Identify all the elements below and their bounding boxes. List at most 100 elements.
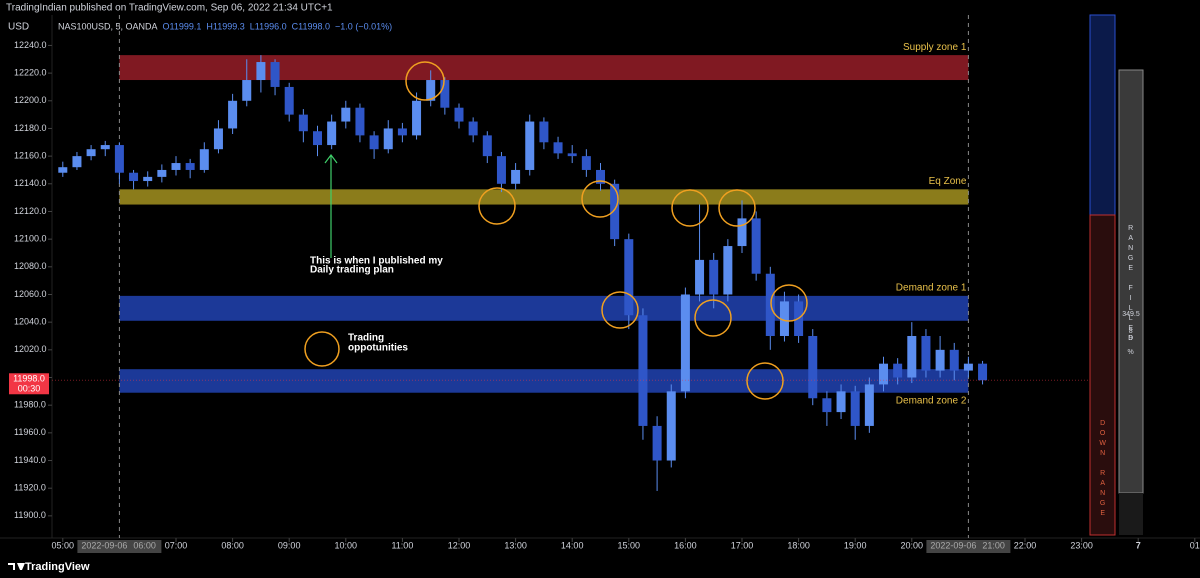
- candle-body: [256, 62, 266, 81]
- candle-body: [723, 246, 733, 295]
- candle-body: [581, 156, 591, 170]
- candle-body: [58, 167, 68, 173]
- x-tick-label: 22:00: [1014, 540, 1037, 550]
- candle-body: [454, 107, 464, 122]
- range-empty: [1119, 493, 1143, 535]
- candle-body: [879, 363, 888, 385]
- zone-label: Demand zone 2: [896, 395, 967, 406]
- candle-body: [864, 384, 874, 426]
- y-tick-label: 11960.0: [14, 427, 46, 437]
- y-tick-label: 12180.0: [14, 123, 47, 133]
- candle-body: [482, 135, 492, 157]
- y-tick-label: 12160.0: [14, 151, 47, 161]
- zone: [119, 369, 969, 393]
- candle-body: [383, 128, 393, 150]
- candle-body: [850, 391, 860, 426]
- y-tick-label: 11920.0: [14, 483, 46, 493]
- candle-body: [228, 100, 238, 129]
- candle-body: [963, 363, 973, 371]
- candle-body: [949, 349, 959, 371]
- arrow-head: [324, 154, 338, 164]
- date-marker: 2022-09-06: [81, 540, 127, 550]
- legend-low: L11996.0: [250, 21, 287, 31]
- circle: [718, 189, 756, 227]
- x-tick-label: 12:00: [448, 540, 471, 550]
- footer: [0, 556, 1200, 578]
- range-value: 349.5: [1122, 311, 1140, 318]
- circles: [304, 61, 808, 400]
- x-tick-label: 14:00: [561, 540, 584, 550]
- x-tick-label: 20:00: [901, 540, 924, 550]
- candle-body: [313, 131, 322, 146]
- y-tick-label: 12080.0: [14, 261, 47, 271]
- circle: [671, 189, 709, 227]
- y-tick-label: 12120.0: [14, 206, 47, 216]
- annotation: Daily trading plan: [310, 265, 394, 276]
- x-tick-label: 13:00: [504, 540, 527, 550]
- circle: [405, 61, 445, 101]
- candle-body: [893, 363, 903, 378]
- candle-body: [652, 425, 662, 461]
- logo: [8, 563, 25, 570]
- candle-body: [779, 301, 789, 336]
- countdown: 00:30: [18, 384, 41, 394]
- time-marker: 21:00: [982, 540, 1005, 550]
- x-tick-label: 08:00: [221, 540, 244, 550]
- legend-high: H11999.3: [206, 21, 244, 31]
- annotation: oppotunities: [348, 343, 408, 354]
- candle-body: [525, 121, 535, 170]
- x-tick-label: 11:00: [391, 540, 413, 550]
- x-tick-label: 09:00: [278, 540, 301, 550]
- legend-symbol: NAS100USD, 5, OANDA: [58, 21, 158, 31]
- up-range-bar: [1089, 14, 1116, 216]
- zone-label: Eq Zone: [929, 176, 967, 187]
- candle-body: [496, 156, 506, 184]
- candle-body: [298, 114, 308, 132]
- candle-body: [610, 183, 620, 240]
- candle-body: [440, 80, 450, 108]
- date-marker-bg: [926, 540, 1011, 553]
- candle-body: [695, 259, 705, 295]
- legend-close: C11998.0: [292, 21, 330, 31]
- candle-body: [822, 398, 832, 413]
- candle-body: [185, 163, 195, 170]
- zone-label: Demand zone 1: [896, 283, 967, 294]
- candle-body: [199, 149, 209, 170]
- y-tick-label: 12020.0: [14, 344, 47, 354]
- y-tick-label: 12240.0: [14, 40, 47, 50]
- candle-body: [808, 335, 818, 399]
- currency: USD: [8, 22, 29, 33]
- candle-body: [553, 142, 563, 154]
- last-price-bg: [9, 373, 49, 395]
- annotation: This is when I published my: [310, 256, 443, 267]
- candle-body: [242, 80, 252, 101]
- x-tick-label: 19:00: [844, 540, 867, 550]
- candle-body: [426, 80, 436, 101]
- circle: [770, 284, 808, 322]
- range-filled-box: [1118, 69, 1144, 494]
- x-tick-label: 18:00: [787, 540, 810, 550]
- candle-body: [270, 62, 280, 87]
- candle-body: [327, 121, 337, 146]
- candle-body: [143, 176, 153, 182]
- candle-body: [213, 128, 223, 150]
- x-tick-label: 23:00: [1070, 540, 1093, 550]
- candle-body: [397, 128, 407, 136]
- zone: [119, 295, 969, 321]
- y-tick-label: 12040.0: [14, 317, 47, 327]
- candle-body: [284, 86, 294, 115]
- y-tick-label: 12220.0: [14, 67, 47, 77]
- candle-body: [171, 163, 181, 170]
- candle-body: [709, 259, 719, 295]
- candle-body: [511, 169, 521, 184]
- x-tick-label: 15:00: [618, 540, 641, 550]
- candle-body: [921, 335, 931, 371]
- candle-body: [72, 156, 82, 168]
- y-tick-label: 11900.0: [14, 510, 46, 520]
- candle-body: [907, 335, 917, 378]
- x-tick-label: 17:00: [731, 540, 754, 550]
- candle-body: [978, 363, 988, 381]
- candle-body: [369, 135, 379, 150]
